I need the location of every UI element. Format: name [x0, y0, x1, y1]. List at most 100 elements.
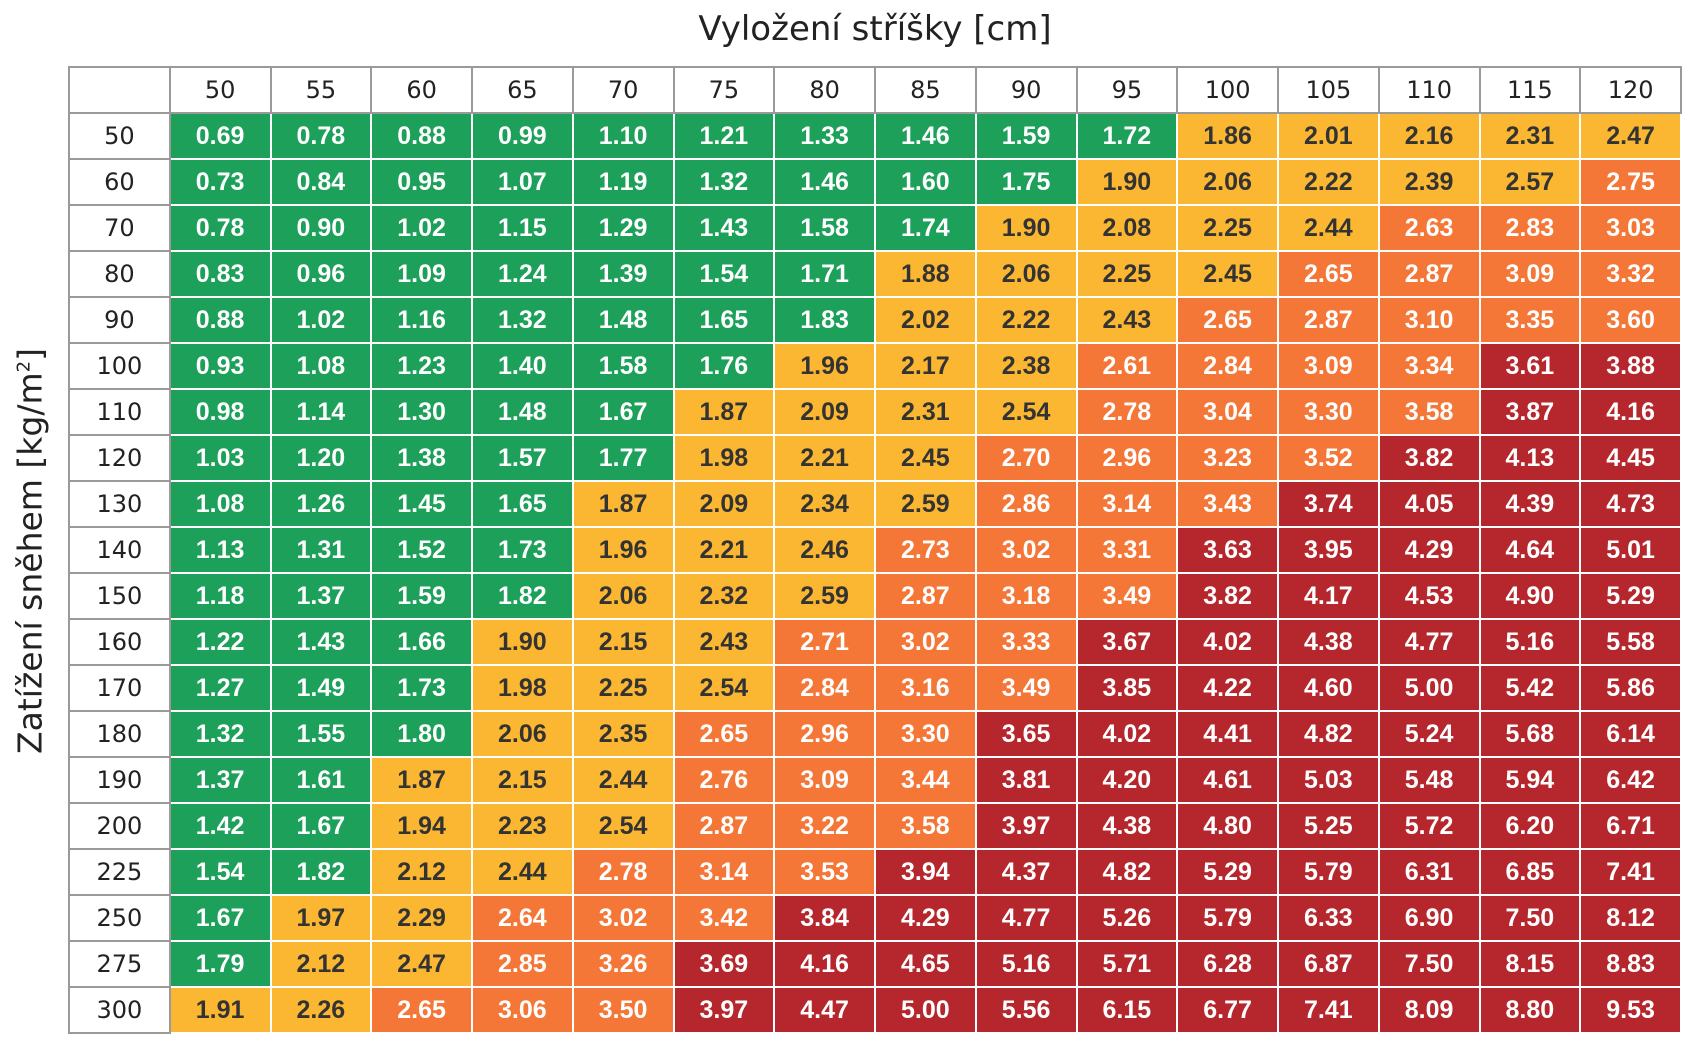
x-tick-label: 105 [1277, 66, 1380, 114]
table-row: 60 0.73 0.84 0.95 1.07 1.19 1.32 1.46 1.60 1.75 1.… [68, 158, 1682, 206]
heatmap-cell: 3.02 [571, 894, 675, 942]
x-tick-label: 90 [974, 66, 1078, 114]
heatmap-cell: 4.22 [1176, 664, 1279, 712]
heatmap-cell: 3.02 [874, 618, 977, 666]
heatmap-cell: 2.73 [874, 526, 977, 574]
heatmap-cell: 0.84 [269, 158, 373, 206]
heatmap-cell: 5.42 [1478, 664, 1582, 712]
heatmap-cell: 1.80 [370, 710, 473, 758]
heatmap-cell: 2.22 [1277, 158, 1380, 206]
heatmap-cell: 2.96 [1075, 434, 1179, 482]
table-row: 200 1.42 1.67 1.94 2.23 2.54 2.87 3.22 3.58 3.97 4… [68, 802, 1682, 850]
heatmap-cell: 2.65 [672, 710, 776, 758]
heatmap-cell: 2.09 [773, 388, 876, 436]
x-tick-label: 55 [269, 66, 373, 114]
heatmap-cell: 4.53 [1377, 572, 1481, 620]
heatmap-cell: 2.83 [1478, 204, 1582, 252]
heatmap-cell: 5.68 [1478, 710, 1582, 758]
heatmap-cell: 0.98 [168, 388, 272, 436]
heatmap-cell: 1.27 [168, 664, 272, 712]
heatmap-cell: 3.87 [1478, 388, 1582, 436]
x-tick-label: 75 [672, 66, 776, 114]
table-row: 170 1.27 1.49 1.73 1.98 2.25 2.54 2.84 3.16 3.49 3… [68, 664, 1682, 712]
heatmap-cell: 7.41 [1579, 848, 1682, 896]
heatmap-cell: 7.41 [1277, 986, 1380, 1034]
heatmap-cell: 4.29 [874, 894, 977, 942]
heatmap-cell: 5.25 [1277, 802, 1380, 850]
heatmap-cell: 2.25 [1176, 204, 1279, 252]
heatmap-cell: 2.96 [773, 710, 876, 758]
heatmap-cell: 5.01 [1579, 526, 1682, 574]
heatmap-cell: 5.79 [1176, 894, 1279, 942]
heatmap-cell: 1.97 [269, 894, 373, 942]
heatmap-cell: 5.71 [1075, 940, 1179, 988]
heatmap-cell: 1.87 [370, 756, 473, 804]
heatmap-cell: 3.03 [1579, 204, 1682, 252]
heatmap-cell: 1.03 [168, 434, 272, 482]
x-axis-title: Vyložení stříšky [cm] [698, 9, 1052, 49]
heatmap-cell: 1.19 [571, 158, 675, 206]
heatmap-cell: 3.22 [773, 802, 876, 850]
heatmap-cell: 2.01 [1277, 112, 1380, 160]
heatmap-cell: 1.46 [874, 112, 977, 160]
heatmap-cell: 2.23 [471, 802, 574, 850]
heatmap-cell: 4.37 [974, 848, 1078, 896]
heatmap-cell: 2.87 [1377, 250, 1481, 298]
table-row: 120 1.03 1.20 1.38 1.57 1.77 1.98 2.21 2.45 2.70 2… [68, 434, 1682, 482]
heatmap-cell: 3.58 [874, 802, 977, 850]
heatmap-cell: 5.29 [1176, 848, 1279, 896]
heatmap-cell: 1.55 [269, 710, 373, 758]
heatmap-cell: 5.72 [1377, 802, 1481, 850]
heatmap-cell: 3.02 [974, 526, 1078, 574]
table-row: 180 1.32 1.55 1.80 2.06 2.35 2.65 2.96 3.30 3.65 4… [68, 710, 1682, 758]
heatmap-cell: 4.73 [1579, 480, 1682, 528]
y-tick-label: 100 [68, 342, 171, 390]
y-tick-label: 160 [68, 618, 171, 666]
heatmap-cell: 3.52 [1277, 434, 1380, 482]
heatmap-cell: 2.08 [1075, 204, 1179, 252]
heatmap-cell: 2.21 [672, 526, 776, 574]
heatmap-cell: 3.97 [672, 986, 776, 1034]
heatmap-cell: 3.65 [974, 710, 1078, 758]
heatmap-cell: 6.77 [1176, 986, 1279, 1034]
heatmap-cell: 8.83 [1579, 940, 1682, 988]
heatmap-cell: 1.07 [471, 158, 574, 206]
heatmap-cell: 2.54 [974, 388, 1078, 436]
heatmap-cell: 1.65 [672, 296, 776, 344]
heatmap-cell: 2.54 [571, 802, 675, 850]
y-tick-label: 70 [68, 204, 171, 252]
heatmap-cell: 3.67 [1075, 618, 1179, 666]
heatmap-cell: 4.16 [1579, 388, 1682, 436]
y-tick-label: 140 [68, 526, 171, 574]
heatmap-cell: 1.90 [1075, 158, 1179, 206]
heatmap-cell: 1.58 [773, 204, 876, 252]
heatmap-cell: 4.60 [1277, 664, 1380, 712]
heatmap-cell: 4.80 [1176, 802, 1279, 850]
y-axis-title-superscript: 2 [13, 360, 35, 373]
y-tick-label: 300 [68, 986, 171, 1034]
table-row: 140 1.13 1.31 1.52 1.73 1.96 2.21 2.46 2.73 3.02 3… [68, 526, 1682, 574]
heatmap-cell: 3.84 [773, 894, 876, 942]
heatmap-cell: 3.49 [974, 664, 1078, 712]
heatmap-cell: 3.04 [1176, 388, 1279, 436]
heatmap-cell: 1.16 [370, 296, 473, 344]
heatmap-cell: 3.31 [1075, 526, 1179, 574]
heatmap-cell: 1.83 [773, 296, 876, 344]
heatmap-cell: 3.09 [1277, 342, 1380, 390]
heatmap-cell: 1.98 [672, 434, 776, 482]
y-tick-label: 275 [68, 940, 171, 988]
y-tick-label: 225 [68, 848, 171, 896]
heatmap-cell: 0.78 [168, 204, 272, 252]
heatmap-cell: 2.71 [773, 618, 876, 666]
heatmap-cell: 4.38 [1075, 802, 1179, 850]
heatmap-cell: 3.23 [1176, 434, 1279, 482]
heatmap-cell: 1.21 [672, 112, 776, 160]
heatmap-cell: 0.96 [269, 250, 373, 298]
heatmap-cell: 2.76 [672, 756, 776, 804]
heatmap-cell: 1.82 [269, 848, 373, 896]
heatmap-cell: 3.69 [672, 940, 776, 988]
heatmap-cell: 8.12 [1579, 894, 1682, 942]
heatmap-cell: 4.47 [773, 986, 876, 1034]
heatmap-cell: 0.88 [370, 112, 473, 160]
heatmap-cell: 1.43 [269, 618, 373, 666]
